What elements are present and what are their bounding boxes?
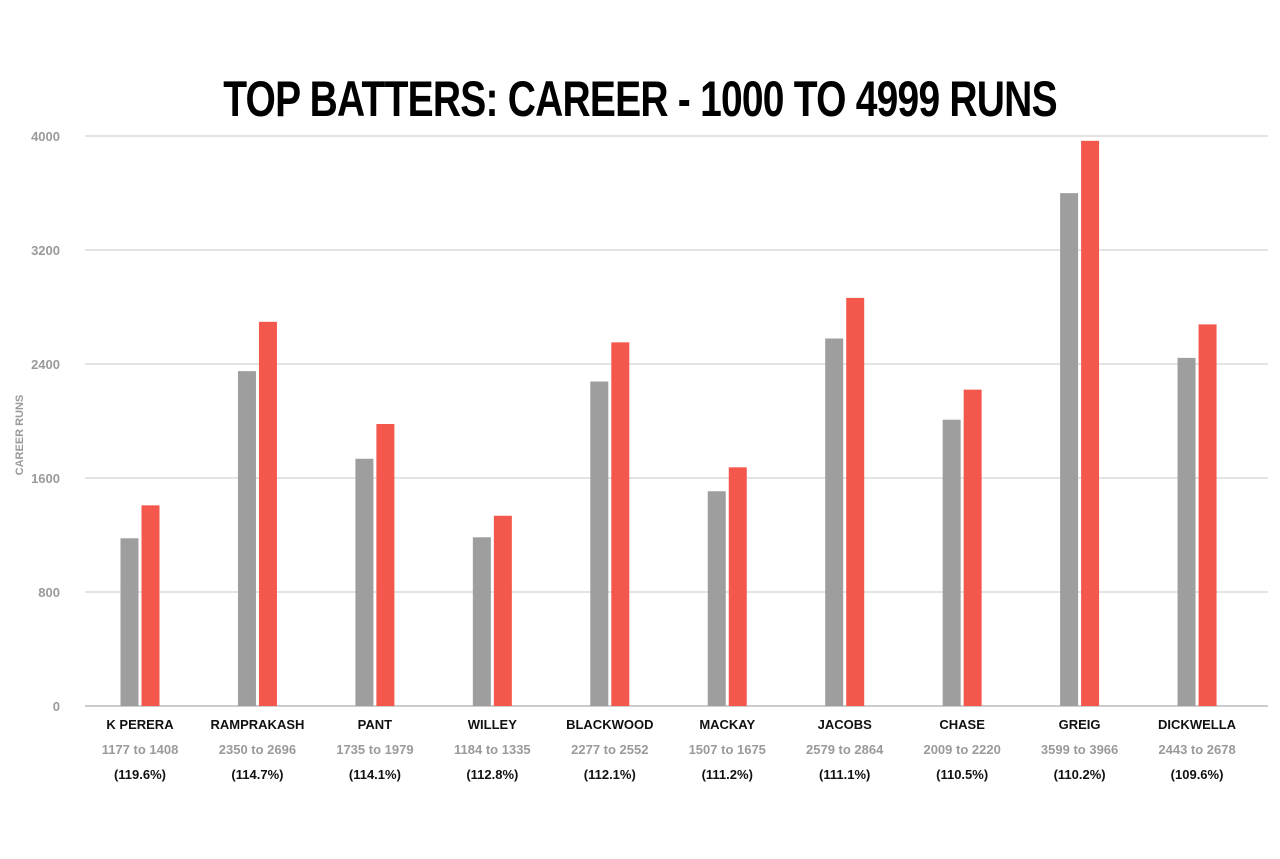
category-label: PANT bbox=[358, 717, 392, 732]
range-label: 1177 to 1408 bbox=[102, 742, 179, 757]
percentage-label: (109.6%) bbox=[1171, 767, 1224, 782]
y-tick-label: 4000 bbox=[31, 129, 60, 144]
category-label: WILLEY bbox=[468, 717, 517, 732]
range-label: 1184 to 1335 bbox=[454, 742, 531, 757]
range-label: 2579 to 2864 bbox=[806, 742, 884, 757]
category-label: GREIG bbox=[1059, 717, 1101, 732]
bar-after bbox=[258, 321, 277, 706]
category-label: CHASE bbox=[939, 717, 985, 732]
bar-after bbox=[1081, 140, 1100, 707]
category-label: DICKWELLA bbox=[1158, 717, 1237, 732]
bar-before bbox=[355, 458, 374, 706]
bar-after bbox=[963, 389, 982, 706]
bar-after bbox=[376, 423, 395, 706]
bar-after bbox=[611, 342, 630, 706]
bar-after bbox=[493, 515, 512, 706]
bar-before bbox=[1177, 357, 1196, 706]
bar-before bbox=[1060, 193, 1079, 706]
category-label: JACOBS bbox=[818, 717, 873, 732]
percentage-label: (119.6%) bbox=[114, 767, 166, 782]
bar-before bbox=[237, 371, 256, 706]
range-label: 1507 to 1675 bbox=[689, 742, 766, 757]
percentage-label: (112.8%) bbox=[466, 767, 518, 782]
range-label: 2009 to 2220 bbox=[923, 742, 1000, 757]
range-label: 1735 to 1979 bbox=[336, 742, 413, 757]
category-label: BLACKWOOD bbox=[566, 717, 653, 732]
category-label: RAMPRAKASH bbox=[211, 717, 305, 732]
category-label: MACKAY bbox=[699, 717, 755, 732]
y-tick-label: 2400 bbox=[31, 357, 60, 372]
y-tick-label: 1600 bbox=[31, 471, 60, 486]
range-label: 2277 to 2552 bbox=[571, 742, 648, 757]
range-label: 2350 to 2696 bbox=[219, 742, 296, 757]
category-label: K PERERA bbox=[106, 717, 174, 732]
percentage-label: (110.5%) bbox=[936, 767, 988, 782]
percentage-label: (111.1%) bbox=[819, 767, 870, 782]
percentage-label: (114.7%) bbox=[231, 767, 283, 782]
bar-after bbox=[846, 297, 865, 706]
range-label: 2443 to 2678 bbox=[1158, 742, 1235, 757]
chart-title: TOP BATTERS: CAREER - 1000 TO 4999 RUNS bbox=[223, 71, 1057, 127]
bar-after bbox=[1198, 324, 1217, 706]
range-label: 3599 to 3966 bbox=[1041, 742, 1118, 757]
percentage-label: (111.2%) bbox=[702, 767, 753, 782]
percentage-label: (112.1%) bbox=[584, 767, 636, 782]
y-tick-label: 3200 bbox=[31, 243, 60, 258]
bar-after bbox=[141, 505, 160, 706]
bar-before bbox=[590, 381, 609, 706]
bar-before bbox=[825, 338, 844, 706]
bar-before bbox=[707, 491, 726, 706]
bar-before bbox=[472, 537, 491, 706]
percentage-label: (110.2%) bbox=[1054, 767, 1106, 782]
bar-before bbox=[120, 538, 139, 706]
y-tick-label: 800 bbox=[38, 585, 60, 600]
bar-before bbox=[942, 419, 961, 706]
y-tick-label: 0 bbox=[53, 699, 60, 714]
percentage-label: (114.1%) bbox=[349, 767, 401, 782]
bar-after bbox=[728, 467, 747, 706]
y-axis-label: CAREER RUNS bbox=[14, 395, 26, 476]
